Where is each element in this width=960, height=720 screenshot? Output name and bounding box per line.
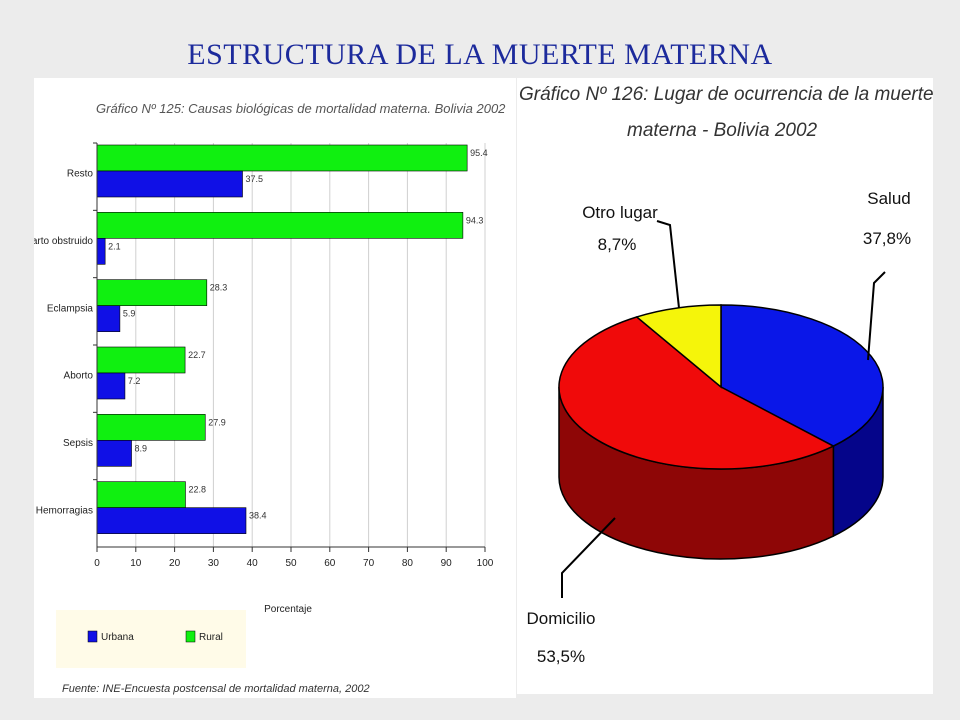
legend-box bbox=[56, 610, 246, 668]
category-label: Eclampsia bbox=[47, 303, 94, 314]
category-label: Resto bbox=[67, 169, 94, 180]
x-tick-label: 100 bbox=[477, 558, 494, 569]
bar-urbana-2 bbox=[96, 238, 106, 265]
value-label-rural-1: 95.4 bbox=[470, 148, 488, 158]
bar-rural-5 bbox=[96, 414, 206, 441]
bar-urbana-6 bbox=[96, 507, 247, 534]
bar-rural-2 bbox=[96, 212, 464, 239]
bar-rural-4 bbox=[96, 346, 186, 374]
bar-urbana-4 bbox=[96, 372, 126, 400]
x-tick-label: 10 bbox=[130, 558, 142, 569]
x-tick-label: 50 bbox=[285, 558, 297, 569]
value-label-urbana-6: 38.4 bbox=[249, 511, 267, 521]
bar-rural-3 bbox=[96, 279, 208, 306]
value-label-urbana-5: 8.9 bbox=[135, 443, 148, 453]
bar-rural-6 bbox=[96, 481, 186, 508]
pie-value-salud: 37,8% bbox=[863, 229, 911, 248]
x-tick-label: 70 bbox=[363, 558, 375, 569]
category-label: Hemorragias bbox=[36, 505, 93, 516]
slide-title: ESTRUCTURA DE LA MUERTE MATERNA bbox=[187, 38, 773, 71]
x-tick-label: 60 bbox=[324, 558, 336, 569]
category-label: Parto obstruido bbox=[34, 236, 93, 247]
x-tick-label: 20 bbox=[169, 558, 181, 569]
legend-label-rural: Rural bbox=[199, 632, 223, 643]
bar-rural-1 bbox=[96, 144, 468, 172]
x-tick-label: 30 bbox=[208, 558, 220, 569]
bar-chart: Gráfico Nº 125: Causas biológicas de mor… bbox=[34, 101, 506, 695]
value-label-rural-5: 27.9 bbox=[208, 417, 226, 427]
pie-value-otro: 8,7% bbox=[598, 235, 637, 254]
value-label-urbana-4: 7.2 bbox=[128, 376, 141, 386]
legend-swatch-urbana bbox=[87, 630, 98, 643]
pie-label-otro: Otro lugar bbox=[582, 203, 658, 222]
value-label-rural-2: 94.3 bbox=[466, 215, 484, 225]
leader-line-otro bbox=[656, 220, 680, 309]
x-tick-label: 90 bbox=[441, 558, 453, 569]
bar-urbana-5 bbox=[96, 440, 132, 467]
x-tick-label: 80 bbox=[402, 558, 414, 569]
legend: Urbana Rural bbox=[56, 610, 246, 668]
value-label-urbana-1: 37.5 bbox=[246, 174, 264, 184]
source-note: Fuente: INE-Encuesta postcensal de morta… bbox=[62, 683, 370, 695]
bar-urbana-3 bbox=[96, 305, 121, 332]
category-label: Aborto bbox=[64, 371, 94, 382]
legend-swatch-rural bbox=[185, 630, 196, 643]
legend-label-urbana: Urbana bbox=[101, 632, 134, 643]
pie-chart: Gráfico Nº 126: Lugar de ocurrencia de l… bbox=[519, 84, 933, 666]
x-axis-label: Porcentaje bbox=[264, 604, 312, 615]
pie-chart-panel: Gráfico Nº 126: Lugar de ocurrencia de l… bbox=[517, 78, 933, 694]
value-label-urbana-2: 2.1 bbox=[108, 241, 121, 251]
bar-chart-panel: Gráfico Nº 125: Causas biológicas de mor… bbox=[34, 78, 516, 698]
pie-chart-title-line2: materna - Bolivia 2002 bbox=[627, 120, 818, 141]
x-tick-label: 0 bbox=[94, 558, 100, 569]
pie-slice-domicilio bbox=[558, 316, 836, 470]
pie-slice-salud bbox=[720, 304, 884, 447]
pie-value-domicilio: 53,5% bbox=[537, 647, 585, 666]
leader-line-domicilio bbox=[561, 517, 616, 598]
pie-chart-title-line1: Gráfico Nº 126: Lugar de ocurrencia de l… bbox=[519, 84, 933, 105]
pie-slice-otro-lugar bbox=[635, 304, 722, 389]
value-label-rural-4: 22.7 bbox=[188, 350, 206, 360]
pie-label-domicilio: Domicilio bbox=[527, 609, 596, 628]
pie-label-salud: Salud bbox=[867, 189, 910, 208]
bar-chart-title: Gráfico Nº 125: Causas biológicas de mor… bbox=[96, 101, 506, 116]
leader-line-salud bbox=[867, 271, 886, 361]
value-label-rural-6: 22.8 bbox=[188, 485, 206, 495]
value-label-rural-3: 28.3 bbox=[210, 283, 228, 293]
x-tick-label: 40 bbox=[247, 558, 259, 569]
value-label-urbana-3: 5.9 bbox=[123, 309, 136, 319]
bar-urbana-1 bbox=[96, 170, 243, 198]
category-label: Sepsis bbox=[63, 438, 93, 449]
